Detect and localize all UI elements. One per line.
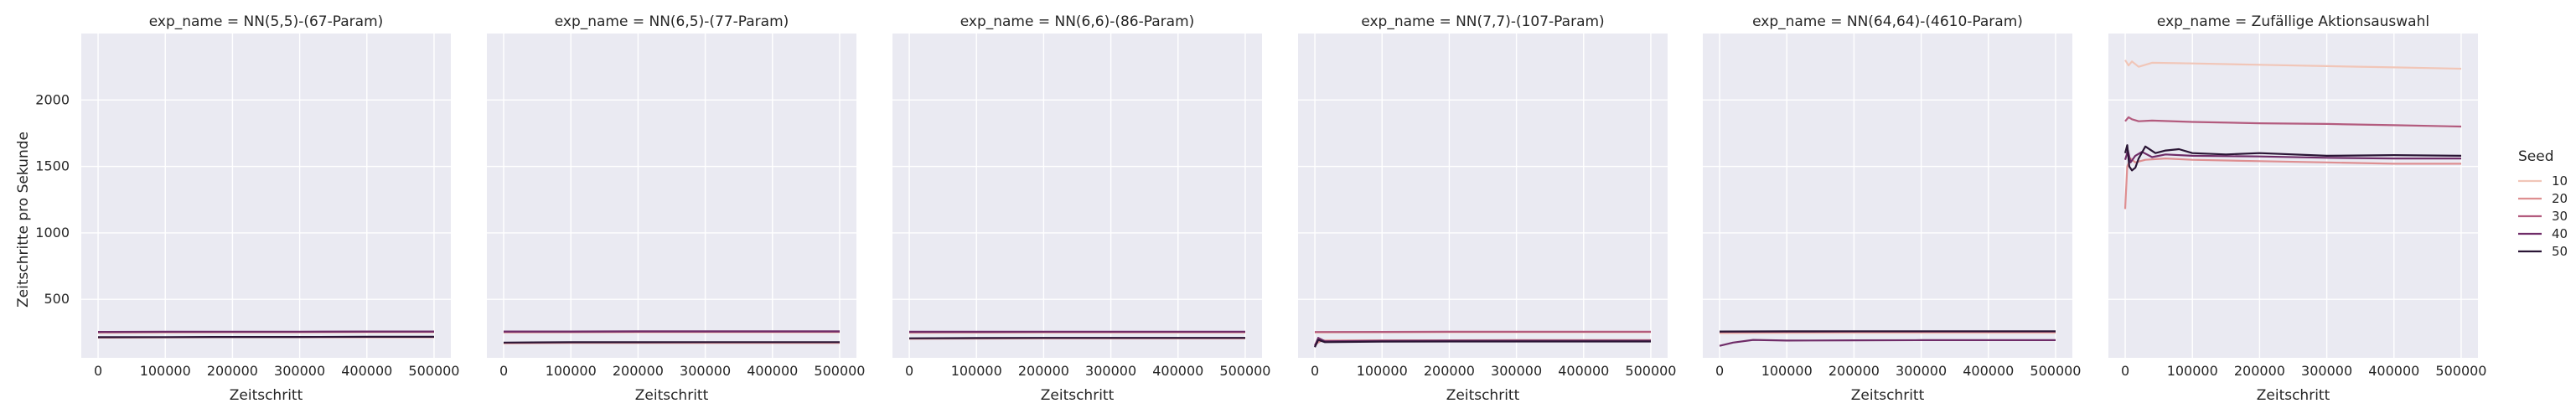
x-tick-label: 200000 xyxy=(1424,363,1475,379)
x-tick-label: 300000 xyxy=(2301,363,2352,379)
x-tick-label: 0 xyxy=(94,363,102,379)
panel-background xyxy=(892,34,1262,358)
panel-background xyxy=(2108,34,2478,358)
x-tick-label: 200000 xyxy=(207,363,258,379)
facet-panel-2: 0 100000 200000 300000 400000 500000 exp_name … xyxy=(487,13,865,404)
series-line-seed-50 xyxy=(503,341,840,344)
x-tick-label: 100000 xyxy=(140,363,191,379)
y-tick-label: 500 xyxy=(44,291,70,307)
x-tick-label: 0 xyxy=(499,363,508,379)
x-tick-label: 400000 xyxy=(1963,363,2014,379)
x-axis-label: Zeitschritt xyxy=(2257,387,2330,404)
series-line-seed-50 xyxy=(2123,144,2462,172)
x-tick-label: 100000 xyxy=(546,363,597,379)
facet-title: exp_name = NN(64,64)-(4610-Param) xyxy=(1752,13,2023,30)
x-tick-label: 400000 xyxy=(341,363,392,379)
x-axis-label: Zeitschritt xyxy=(635,387,709,404)
series-line-seed-30 xyxy=(2124,116,2462,128)
facet-title: exp_name = NN(5,5)-(67-Param) xyxy=(149,13,384,30)
facet-grid: 0 100000 200000 300000 400000 500000500100015… xyxy=(35,13,2486,404)
series-line-seed-50 xyxy=(1314,339,1651,348)
y-tick-label: 2000 xyxy=(35,91,70,107)
facet-title: exp_name = NN(6,5)-(77-Param) xyxy=(555,13,789,30)
x-tick-label: 100000 xyxy=(2167,363,2218,379)
x-tick-label: 300000 xyxy=(680,363,731,379)
panel-background xyxy=(1298,34,1668,358)
legend-items: 10 20 30 40 50 xyxy=(2518,173,2568,259)
x-tick-label: 200000 xyxy=(613,363,664,379)
legend-label-seed-40: 40 xyxy=(2552,226,2568,241)
y-axis-label: Zeitschritte pro Sekunde xyxy=(15,132,32,308)
x-tick-label: 300000 xyxy=(1491,363,1542,379)
x-tick-label: 400000 xyxy=(1558,363,1609,379)
series-line-seed-40 xyxy=(97,330,434,334)
legend: Seed 10 20 30 40 50 xyxy=(2518,148,2568,259)
legend-title: Seed xyxy=(2518,148,2554,165)
y-tick-label: 1500 xyxy=(35,158,70,174)
x-tick-label: 200000 xyxy=(2234,363,2285,379)
x-tick-label: 300000 xyxy=(1085,363,1136,379)
x-tick-label: 500000 xyxy=(1625,363,1676,379)
x-tick-label: 100000 xyxy=(1357,363,1408,379)
series-line-seed-50 xyxy=(97,335,434,339)
facet-title: exp_name = NN(6,6)-(86-Param) xyxy=(960,13,1195,30)
x-tick-label: 0 xyxy=(2121,363,2129,379)
series-line-seed-50 xyxy=(908,337,1245,339)
x-tick-label: 400000 xyxy=(2368,363,2419,379)
facet-panel-3: 0 100000 200000 300000 400000 500000 exp_name … xyxy=(892,13,1270,404)
legend-label-seed-20: 20 xyxy=(2552,191,2568,206)
x-tick-label: 0 xyxy=(905,363,913,379)
x-tick-label: 100000 xyxy=(951,363,1002,379)
facet-panel-5: 0 100000 200000 300000 400000 500000 exp_name … xyxy=(1703,13,2081,404)
facet-title: exp_name = NN(7,7)-(107-Param) xyxy=(1361,13,1604,30)
x-axis-label: Zeitschritt xyxy=(1851,387,1925,404)
y-tick-label: 1000 xyxy=(35,225,70,241)
x-tick-label: 0 xyxy=(1715,363,1724,379)
x-tick-label: 400000 xyxy=(747,363,798,379)
x-tick-label: 0 xyxy=(1311,363,1319,379)
x-tick-label: 500000 xyxy=(1219,363,1270,379)
x-tick-label: 400000 xyxy=(1152,363,1203,379)
legend-label-seed-30: 30 xyxy=(2552,209,2568,224)
x-tick-label: 200000 xyxy=(1018,363,1069,379)
facet-panel-6: 0 100000 200000 300000 400000 500000 exp_name … xyxy=(2108,13,2486,404)
series-line-seed-40 xyxy=(1719,339,2056,347)
legend-label-seed-10: 10 xyxy=(2552,173,2568,189)
series-line-seed-10 xyxy=(2124,59,2462,70)
x-tick-label: 100000 xyxy=(1761,363,1813,379)
facet-panel-4: 0 100000 200000 300000 400000 500000 exp_name … xyxy=(1298,13,1676,404)
facet-title: exp_name = Zufällige Aktionsauswahl xyxy=(2157,13,2429,30)
x-tick-label: 500000 xyxy=(408,363,459,379)
legend-label-seed-50: 50 xyxy=(2552,244,2568,259)
x-tick-label: 300000 xyxy=(1896,363,1947,379)
x-tick-label: 500000 xyxy=(2435,363,2486,379)
x-axis-label: Zeitschritt xyxy=(230,387,303,404)
x-tick-label: 500000 xyxy=(814,363,865,379)
x-axis-label: Zeitschritt xyxy=(1446,387,1520,404)
panel-background xyxy=(81,34,451,358)
series-line-seed-40 xyxy=(2123,149,2461,163)
x-tick-label: 500000 xyxy=(2030,363,2081,379)
panel-background xyxy=(487,34,856,358)
facet-panel-1: 0 100000 200000 300000 400000 500000 500 1000 15… xyxy=(35,13,459,404)
x-axis-label: Zeitschritt xyxy=(1041,387,1115,404)
x-tick-label: 300000 xyxy=(274,363,325,379)
panel-background xyxy=(1703,34,2072,358)
x-tick-label: 200000 xyxy=(1829,363,1880,379)
